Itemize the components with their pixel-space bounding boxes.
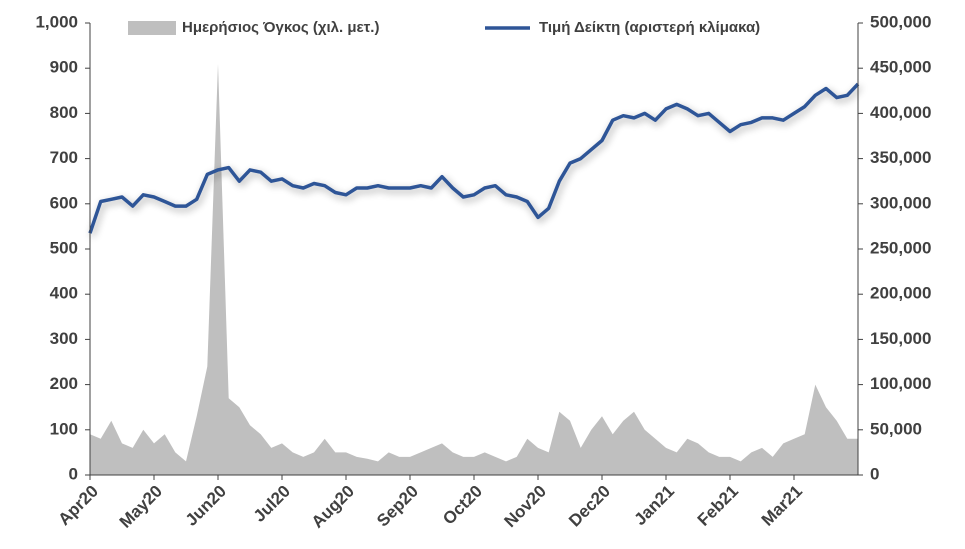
x-tick-label: Mar21 — [758, 482, 806, 530]
y-tick-label: 300 — [50, 329, 78, 348]
y-tick-label: 1,000 — [35, 12, 78, 31]
y2-tick-label: 300,000 — [870, 193, 931, 212]
legend-label: Ημερήσιος Όγκος (χιλ. μετ.) — [182, 19, 379, 36]
legend-label: Τιμή Δείκτη (αριστερή κλίμακα) — [539, 19, 760, 36]
x-tick-label: Aug20 — [308, 482, 358, 532]
y2-tick-label: 0 — [870, 464, 879, 483]
y2-tick-label: 450,000 — [870, 58, 931, 77]
y-tick-label: 900 — [50, 58, 78, 77]
index-line — [88, 82, 860, 234]
y2-tick-label: 50,000 — [870, 419, 922, 438]
y-tick-label: 0 — [69, 464, 78, 483]
x-tick-label: Jan21 — [630, 482, 678, 530]
y-tick-label: 600 — [50, 193, 78, 212]
y2-tick-label: 200,000 — [870, 284, 931, 303]
x-tick-label: Dec20 — [565, 482, 614, 531]
x-tick-label: Jul20 — [250, 482, 294, 526]
x-tick-label: May20 — [116, 482, 166, 532]
y-tick-label: 800 — [50, 103, 78, 122]
y2-tick-label: 350,000 — [870, 148, 931, 167]
y2-tick-label: 400,000 — [870, 103, 931, 122]
y-tick-label: 200 — [50, 374, 78, 393]
y2-tick-label: 500,000 — [870, 12, 931, 31]
y-tick-label: 500 — [50, 238, 78, 257]
x-tick-label: Oct20 — [439, 482, 486, 529]
x-tick-label: Sep20 — [373, 482, 422, 531]
y-tick-label: 100 — [50, 419, 78, 438]
x-tick-label: Feb21 — [694, 482, 742, 530]
x-tick-label: Jun20 — [182, 482, 230, 530]
legend-swatch — [128, 21, 176, 35]
y2-tick-label: 250,000 — [870, 238, 931, 257]
x-tick-label: Nov20 — [500, 482, 550, 532]
y-tick-label: 700 — [50, 148, 78, 167]
y2-tick-label: 150,000 — [870, 329, 931, 348]
y-tick-label: 400 — [50, 284, 78, 303]
y2-tick-label: 100,000 — [870, 374, 931, 393]
x-tick-label: Apr20 — [54, 482, 102, 530]
